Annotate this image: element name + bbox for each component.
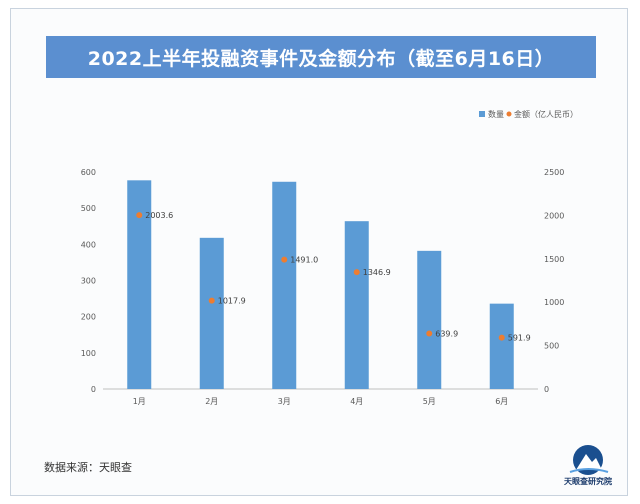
x-tick-label: 5月 <box>423 397 436 406</box>
data-label-amount: 1017.9 <box>218 297 246 306</box>
logo: 天眼查研究院 <box>556 440 620 490</box>
y-right-tick-label: 1000 <box>544 298 564 307</box>
x-tick-label: 3月 <box>278 397 291 406</box>
y-right-tick-label: 500 <box>544 342 559 351</box>
y-right-tick-label: 2000 <box>544 211 564 220</box>
y-left-tick-label: 300 <box>81 277 96 286</box>
y-left-tick-label: 400 <box>81 240 96 249</box>
y-left-tick-label: 600 <box>81 168 96 177</box>
bar-count <box>417 250 442 389</box>
legend-label-count: 数量 <box>488 109 504 119</box>
legend-swatch-amount <box>506 111 512 117</box>
y-left-tick-label: 500 <box>81 204 96 213</box>
x-tick-label: 6月 <box>495 397 508 406</box>
point-amount <box>426 330 433 337</box>
y-right-tick-label: 1500 <box>544 255 564 264</box>
point-amount <box>136 212 143 219</box>
y-right-tick-label: 2500 <box>544 168 564 177</box>
chart-frame <box>10 8 628 496</box>
chart-title: 2022上半年投融资事件及金额分布（截至6月16日） <box>46 36 596 78</box>
y-right-tick-label: 0 <box>544 385 549 394</box>
bar-count <box>272 181 297 389</box>
data-label-amount: 1491.0 <box>290 256 318 265</box>
y-left-tick-label: 0 <box>91 385 96 394</box>
bar-count <box>344 221 369 389</box>
legend-swatch-count <box>479 111 485 117</box>
logo-icon <box>569 445 609 475</box>
x-tick-label: 2月 <box>205 397 218 406</box>
x-tick-label: 1月 <box>133 397 146 406</box>
point-amount <box>281 256 288 263</box>
data-label-amount: 639.9 <box>435 329 458 338</box>
point-amount <box>208 297 215 304</box>
data-label-amount: 1346.9 <box>363 268 391 277</box>
x-tick-label: 4月 <box>350 397 363 406</box>
data-source: 数据来源：天眼查 <box>44 461 132 474</box>
bar-count <box>489 303 514 389</box>
data-label-amount: 591.9 <box>508 334 531 343</box>
y-left-tick-label: 200 <box>81 313 96 322</box>
point-amount <box>498 334 505 341</box>
y-left-tick-label: 100 <box>81 349 96 358</box>
data-label-amount: 2003.6 <box>145 211 173 220</box>
bar-count <box>199 237 224 389</box>
point-amount <box>353 269 360 276</box>
legend-label-amount: 金额（亿人民币） <box>514 109 578 119</box>
logo-text: 天眼查研究院 <box>564 477 612 486</box>
